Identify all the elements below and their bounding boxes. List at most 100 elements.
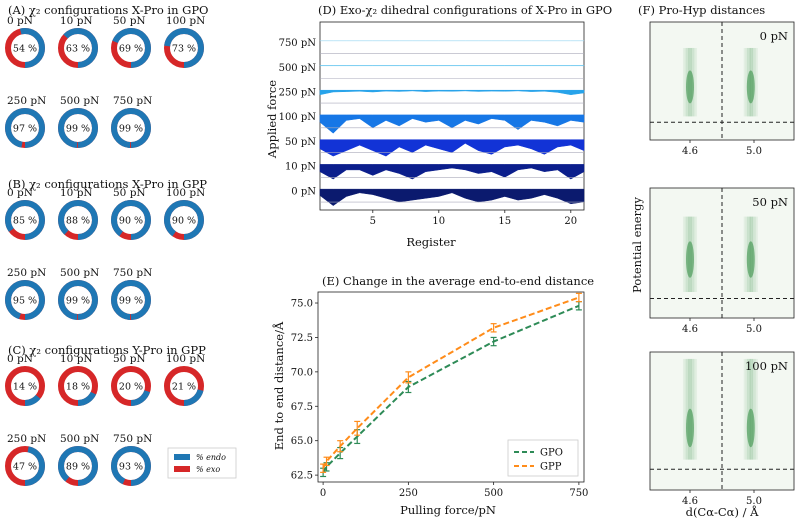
donut-force-label: 50 pN [113, 353, 146, 365]
donut-percent-label: 90 % [119, 216, 143, 227]
panel-f-ylabel: Potential energy [630, 197, 644, 293]
panel-b-donuts: 0 pN 85 % 10 pN 88 % 50 pN 90 % 100 pN 90 % 250 … [5, 187, 205, 320]
panel-e-ylabel: End to end distance/Å [272, 321, 286, 450]
panel-e-ytick-label: 72.5 [291, 333, 313, 344]
legend-label-gpo: GPO [540, 448, 563, 459]
donut-percent-label: 21 % [172, 382, 196, 393]
donut-force-label: 100 pN [166, 187, 205, 199]
donut-endo-arc [111, 200, 151, 240]
donut-endo-arc [111, 446, 151, 486]
donut-endo-arc [111, 280, 151, 320]
panel-e-chart: 62.5 65.0 67.5 70.0 72.5 75.0 0 250 500 750 GPO GPP [291, 291, 588, 499]
panel-e-ytick-label: 62.5 [291, 471, 313, 482]
legend-exo-label: % exo [196, 465, 220, 474]
donut-endo-arc [58, 280, 98, 320]
panel-d-chart: 0 pN 10 pN 50 pN 100 pN 250 pN 500 pN 750 pN 5 1… [279, 21, 585, 227]
donut-endo-arc [111, 108, 151, 148]
panel-e-legend [507, 439, 579, 477]
panel-d-row-label: 250 pN [279, 88, 317, 99]
exo-area-row [319, 89, 585, 96]
panel-e-frame [317, 291, 585, 483]
heatmap-force-label: 50 pN [752, 195, 788, 209]
panel-e-ytick-label: 75.0 [291, 299, 313, 310]
donut-force-label: 100 pN [166, 353, 205, 365]
donut-percent-label: 93 % [119, 462, 143, 473]
heatmap-xtick-label: 5.0 [746, 496, 762, 507]
donut-force-label: 750 pN [113, 267, 152, 279]
panel-e-xlabel: Pulling force/pN [400, 503, 496, 517]
panel-c-title: (C) χ₂ configurations Y-Pro in GPP [8, 343, 206, 357]
donut-percent-label: 18 % [66, 382, 90, 393]
donut-percent-label: 99 % [66, 296, 90, 307]
legend-label-gpp: GPP [540, 462, 562, 473]
donut-endo-arc [58, 108, 98, 148]
donut-endo-arc [5, 28, 45, 68]
donut-endo-arc [164, 200, 204, 240]
donut-force-label: 250 pN [7, 95, 46, 107]
donut-endo-arc [58, 446, 98, 486]
donut-endo-arc [5, 108, 45, 148]
donut-force-label: 250 pN [7, 267, 46, 279]
donut-endo-arc [111, 366, 151, 406]
exo-area-row [319, 114, 585, 134]
density-core [746, 408, 755, 448]
panel-d-xtick-label: 10 [432, 216, 445, 227]
heatmap-force-label: 0 pN [760, 29, 788, 43]
panel-d-xtick-label: 15 [498, 216, 511, 227]
donut-percent-label: 73 % [172, 44, 196, 55]
panel-f-chart: 0 pN 4.6 5.0 50 pN 4.6 5.0 100 pN 4.6 5.0 [649, 21, 795, 507]
heatmap-xtick-label: 4.6 [682, 324, 698, 335]
panel-a-title: (A) χ₂ configurations X-Pro in GPO [8, 3, 209, 17]
panel-d-title: (D) Exo-χ₂ dihedral configurations of X-… [318, 3, 612, 17]
legend-frame [167, 447, 237, 479]
donut-percent-label: 89 % [66, 462, 90, 473]
donut-legend: % endo % exo [167, 447, 237, 479]
panel-a-donuts: 0 pN 54 % 10 pN 63 % 50 pN 69 % 100 pN 73 % 250 … [5, 15, 205, 148]
donut-endo-arc [164, 28, 204, 68]
exo-area-row [319, 164, 585, 180]
heatmap-xtick-label: 5.0 [746, 146, 762, 157]
donut-force-label: 10 pN [60, 187, 93, 199]
donut-force-label: 500 pN [60, 95, 99, 107]
donut-endo-arc [5, 200, 45, 240]
legend-exo-swatch [174, 466, 190, 472]
donut-percent-label: 14 % [13, 382, 37, 393]
donut-force-label: 750 pN [113, 433, 152, 445]
donut-force-label: 250 pN [7, 433, 46, 445]
panel-f-xlabel: d(Cα-Cα) / Å [686, 505, 760, 519]
donut-force-label: 500 pN [60, 433, 99, 445]
donut-percent-label: 95 % [13, 296, 37, 307]
donut-endo-arc [164, 366, 204, 406]
donut-percent-label: 97 % [13, 124, 37, 135]
panel-e-ytick-label: 67.5 [291, 402, 313, 413]
density-core [686, 408, 694, 448]
donut-force-label: 10 pN [60, 353, 93, 365]
donut-endo-arc [5, 366, 45, 406]
donut-percent-label: 85 % [13, 216, 37, 227]
density-core [746, 70, 755, 104]
donut-percent-label: 99 % [119, 296, 143, 307]
panel-d-row-label: 50 pN [285, 137, 316, 148]
donut-endo-arc [5, 280, 45, 320]
density-core [686, 241, 694, 278]
donut-force-label: 50 pN [113, 187, 146, 199]
panel-e-xtick-label: 750 [569, 488, 588, 499]
panel-c-donuts: 0 pN 14 % 10 pN 18 % 50 pN 20 % 100 pN 21 % 250 … [5, 353, 205, 486]
donut-force-label: 500 pN [60, 267, 99, 279]
heatmap-xtick-label: 4.6 [682, 496, 698, 507]
panel-d-xlabel: Register [406, 235, 456, 249]
panel-e-ytick-label: 70.0 [291, 367, 313, 378]
donut-percent-label: 69 % [119, 44, 143, 55]
panel-d-row-label: 750 pN [279, 38, 317, 49]
donut-percent-label: 99 % [66, 124, 90, 135]
donut-endo-arc [111, 28, 151, 68]
exo-area-row [319, 139, 585, 157]
density-core [746, 241, 755, 278]
legend-endo-swatch [174, 454, 190, 460]
donut-endo-arc [58, 200, 98, 240]
donut-percent-label: 20 % [119, 382, 143, 393]
panel-e-xtick-label: 250 [399, 488, 418, 499]
panel-d-xtick-label: 5 [370, 216, 376, 227]
panel-d-row-label: 10 pN [285, 162, 316, 173]
